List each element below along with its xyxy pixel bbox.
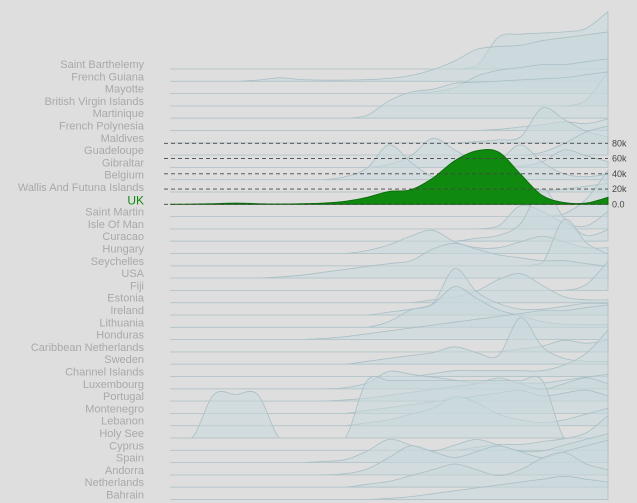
label-channel-islands: Channel Islands bbox=[65, 367, 144, 379]
label-curacao: Curacao bbox=[102, 231, 144, 243]
label-fiji: Fiji bbox=[130, 280, 144, 292]
label-saint-barthelemy: Saint Barthelemy bbox=[60, 59, 144, 71]
label-ireland: Ireland bbox=[110, 305, 144, 317]
y-tick-label: 40k bbox=[612, 169, 627, 179]
y-tick-label: 0.0 bbox=[612, 199, 625, 209]
label-french-guiana: French Guiana bbox=[71, 71, 145, 83]
label-holy-see: Holy See bbox=[99, 428, 144, 440]
label-netherlands: Netherlands bbox=[85, 477, 145, 489]
label-lebanon: Lebanon bbox=[101, 416, 144, 428]
label-honduras: Honduras bbox=[96, 330, 144, 342]
label-usa: USA bbox=[121, 268, 144, 280]
label-wallis-and-futuna-islands: Wallis And Futuna Islands bbox=[18, 182, 145, 194]
label-seychelles: Seychelles bbox=[91, 256, 145, 268]
label-portugal: Portugal bbox=[103, 391, 144, 403]
label-montenegro: Montenegro bbox=[85, 403, 144, 415]
ridge-holy-see bbox=[169, 375, 608, 439]
label-guadeloupe: Guadeloupe bbox=[84, 145, 144, 157]
label-lithuania: Lithuania bbox=[99, 317, 145, 329]
ridge-uk bbox=[169, 149, 609, 205]
label-british-virgin-islands: British Virgin Islands bbox=[45, 96, 145, 108]
ridge-belgium bbox=[170, 144, 609, 181]
label-mayotte: Mayotte bbox=[105, 84, 144, 96]
label-sweden: Sweden bbox=[104, 354, 144, 366]
y-tick-label: 20k bbox=[612, 184, 627, 194]
label-cyprus: Cyprus bbox=[109, 440, 144, 452]
y-axis: 0.0 20k 40k 60k 80k bbox=[164, 138, 627, 209]
label-belgium: Belgium bbox=[104, 170, 144, 182]
label-andorra: Andorra bbox=[105, 465, 145, 477]
label-caribbean-netherlands: Caribbean Netherlands bbox=[31, 342, 145, 354]
y-tick-label: 80k bbox=[612, 138, 627, 148]
label-bahrain: Bahrain bbox=[106, 490, 144, 502]
ridge-bahrain bbox=[170, 475, 609, 500]
ridges-layer bbox=[169, 10, 609, 500]
label-estonia: Estonia bbox=[107, 293, 145, 305]
label-uk: UK bbox=[127, 193, 144, 207]
label-hungary: Hungary bbox=[102, 244, 144, 256]
label-gibraltar: Gibraltar bbox=[102, 157, 145, 169]
label-isle-of-man: Isle Of Man bbox=[88, 219, 144, 231]
label-saint-martin: Saint Martin bbox=[85, 207, 144, 219]
label-luxembourg: Luxembourg bbox=[83, 379, 144, 391]
label-maldives: Maldives bbox=[101, 133, 145, 145]
label-french-polynesia: French Polynesia bbox=[59, 121, 145, 133]
label-martinique: Martinique bbox=[93, 108, 144, 120]
y-tick-label: 60k bbox=[612, 154, 627, 164]
label-spain: Spain bbox=[116, 453, 144, 465]
